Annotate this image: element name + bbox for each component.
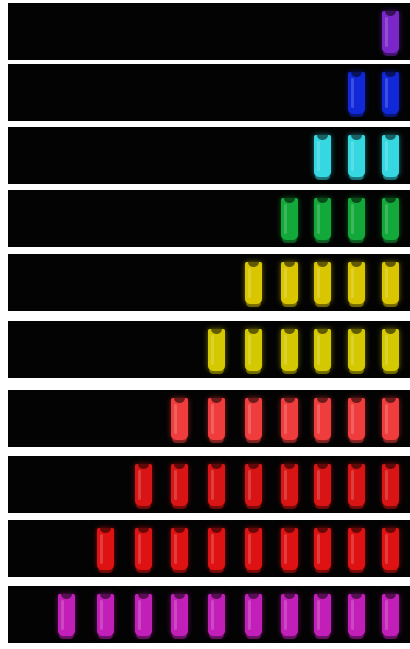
vial — [314, 329, 331, 374]
vial-row-panel-1 — [8, 3, 410, 60]
vial — [348, 329, 365, 374]
vial — [382, 329, 399, 374]
vial — [58, 594, 75, 639]
vial-row-panel-3 — [8, 127, 410, 184]
vial — [281, 198, 298, 243]
vial — [348, 398, 365, 443]
vial — [348, 72, 365, 117]
vial — [281, 594, 298, 639]
vial — [382, 135, 399, 180]
vial-row-panel-4 — [8, 190, 410, 247]
vial — [135, 464, 152, 509]
vial — [382, 262, 399, 307]
vial-row-panel-9 — [8, 520, 410, 577]
vial-row-panel-7 — [8, 390, 410, 447]
vial — [348, 528, 365, 573]
vial — [281, 329, 298, 374]
vial-row-panel-5 — [8, 254, 410, 311]
vial — [208, 464, 225, 509]
vial — [171, 398, 188, 443]
vial — [281, 528, 298, 573]
vial — [208, 329, 225, 374]
vial-row-panel-10 — [8, 586, 410, 643]
vial — [382, 464, 399, 509]
vial — [245, 398, 262, 443]
vial — [97, 594, 114, 639]
vial — [348, 135, 365, 180]
vial — [314, 594, 331, 639]
vial — [171, 528, 188, 573]
vial — [382, 198, 399, 243]
vial — [348, 464, 365, 509]
vial — [382, 594, 399, 639]
vial — [314, 135, 331, 180]
vial — [245, 464, 262, 509]
vial — [382, 398, 399, 443]
vial — [314, 528, 331, 573]
vial — [171, 464, 188, 509]
vial — [348, 198, 365, 243]
vial-row-panel-8 — [8, 456, 410, 513]
vial — [245, 262, 262, 307]
vial — [208, 594, 225, 639]
vial — [245, 594, 262, 639]
vial — [281, 398, 298, 443]
vial — [382, 72, 399, 117]
vial — [245, 528, 262, 573]
vial — [135, 528, 152, 573]
vial — [382, 528, 399, 573]
vial — [281, 262, 298, 307]
vial-row-panel-2 — [8, 64, 410, 121]
vial — [314, 398, 331, 443]
vial — [208, 398, 225, 443]
vial — [314, 198, 331, 243]
vial — [382, 11, 399, 56]
vial — [97, 528, 114, 573]
vial — [171, 594, 188, 639]
vial — [281, 464, 298, 509]
vial — [348, 262, 365, 307]
vial — [135, 594, 152, 639]
vial — [348, 594, 365, 639]
vial — [208, 528, 225, 573]
vial-row-panel-6 — [8, 321, 410, 378]
vial — [245, 329, 262, 374]
vial — [314, 262, 331, 307]
vial — [314, 464, 331, 509]
